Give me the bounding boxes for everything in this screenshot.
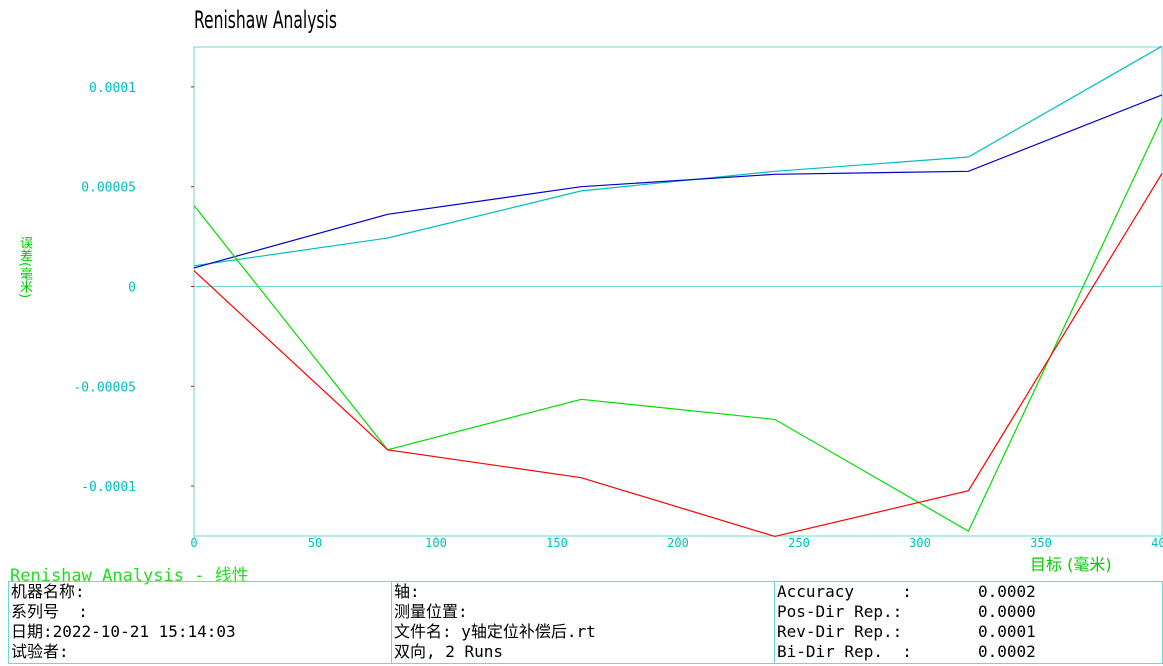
- x-tick-label: 350: [1030, 536, 1052, 550]
- x-tick-label: 150: [546, 536, 568, 550]
- machine-name: 机器名称:: [11, 582, 85, 601]
- x-axis-label: 目标 (毫米): [1030, 555, 1112, 574]
- stat-pos-dir-rep: Pos-Dir Rep.: 0.0000: [777, 602, 1162, 622]
- stat-label: Accuracy :: [777, 582, 912, 601]
- stat-value: 0.0002: [978, 582, 1036, 601]
- y-tick-label: 0: [128, 281, 136, 296]
- y-tick-label: 0.0001: [89, 81, 136, 96]
- stat-label: Rev-Dir Rep.:: [777, 622, 903, 641]
- axis: 轴:: [394, 582, 420, 601]
- measure-position: 测量位置:: [394, 602, 468, 621]
- y-tick-label: -0.0001: [81, 480, 136, 495]
- machine-info-cell: 机器名称: 系列号 : 日期:2022-10-21 15:14:03 试验者:: [8, 581, 392, 664]
- x-tick-label: 50: [308, 536, 322, 550]
- tester: 试验者:: [11, 642, 69, 661]
- x-tick-label: 0: [190, 536, 197, 550]
- info-table: 机器名称: 系列号 : 日期:2022-10-21 15:14:03 试验者: …: [8, 581, 1163, 664]
- x-tick-label: 300: [909, 536, 931, 550]
- chart-title: Renishaw Analysis: [194, 6, 337, 34]
- plot-frame: [193, 46, 1163, 537]
- x-tick-label: 200: [667, 536, 689, 550]
- series-line: [193, 117, 1163, 533]
- stat-rev-dir-rep: Rev-Dir Rep.: 0.0001: [777, 622, 1162, 642]
- y-tick-label: 0.00005: [81, 181, 136, 196]
- stats-cell: Accuracy : 0.0002 Pos-Dir Rep.: 0.0000 R…: [774, 581, 1163, 664]
- serial-number: 系列号 :: [11, 602, 88, 621]
- file-name: 文件名: y轴定位补偿后.rt: [394, 622, 596, 641]
- y-axis-label: 误差(毫米): [17, 236, 32, 299]
- stat-value: 0.0000: [978, 602, 1036, 621]
- chart-plot: 0.0001 0.00005 0 -0.00005 -0.0001 0 50 100 150 20…: [73, 45, 1163, 550]
- stat-value: 0.0002: [978, 642, 1036, 661]
- stat-accuracy: Accuracy : 0.0002: [777, 582, 1162, 602]
- stat-bi-dir-rep: Bi-Dir Rep. : 0.0002: [777, 642, 1162, 662]
- x-tick-label: 100: [425, 536, 447, 550]
- series-line: [193, 173, 1163, 538]
- series-line: [193, 45, 1163, 267]
- x-tick-label: 250: [788, 536, 810, 550]
- x-tick-label: 400: [1151, 536, 1163, 550]
- direction-runs: 双向, 2 Runs: [394, 642, 504, 661]
- stat-value: 0.0001: [978, 622, 1036, 641]
- date: 日期:2022-10-21 15:14:03: [11, 622, 236, 641]
- series-line: [193, 94, 1163, 269]
- file-info-cell: 轴: 测量位置: 文件名: y轴定位补偿后.rt 双向, 2 Runs: [391, 581, 775, 664]
- y-tick-label: -0.00005: [73, 380, 136, 395]
- stat-label: Pos-Dir Rep.:: [777, 602, 903, 621]
- stat-label: Bi-Dir Rep. :: [777, 642, 912, 661]
